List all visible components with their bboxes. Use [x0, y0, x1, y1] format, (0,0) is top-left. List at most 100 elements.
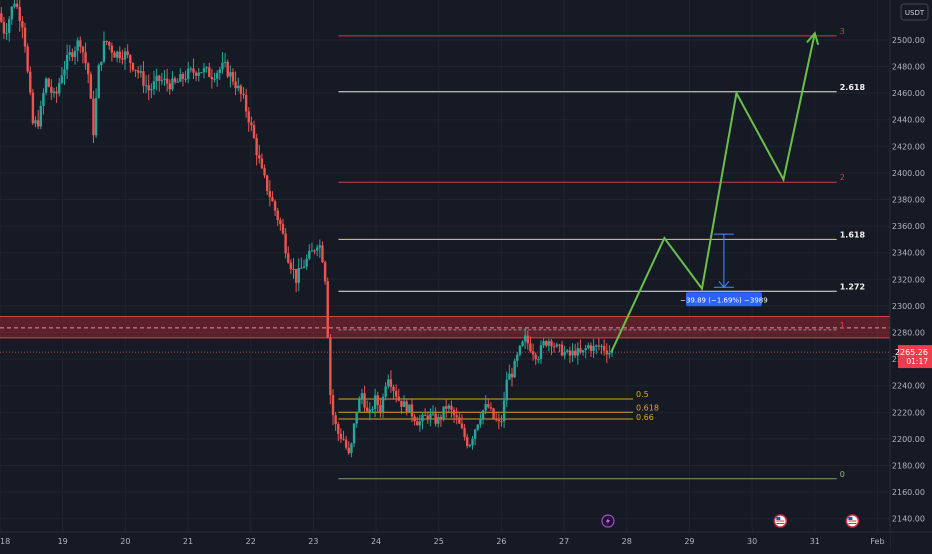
candle-body	[8, 19, 11, 33]
candle-body	[597, 345, 601, 347]
candle-body	[81, 46, 85, 53]
event-markers[interactable]	[601, 514, 860, 528]
candle-body	[102, 40, 106, 62]
price-axis[interactable]: 2140.00 2160.00 2180.00 2200.00 2220.00 2240.…	[889, 0, 932, 550]
time-tick-label: 22	[246, 537, 256, 546]
currency-label: USDT	[905, 9, 925, 17]
price-tick-label: 2200.00	[892, 435, 925, 444]
candle-body	[273, 201, 277, 211]
candle-body	[258, 155, 261, 159]
candle-body	[100, 61, 103, 66]
candle-body	[94, 98, 98, 136]
candle-body	[121, 58, 124, 60]
candle-body	[437, 416, 440, 424]
candle-body	[347, 447, 350, 454]
candle-body	[244, 95, 248, 112]
candle-body	[481, 410, 485, 419]
time-tick-label: 31	[810, 537, 820, 546]
projection-path[interactable]	[610, 31, 820, 353]
candles	[0, 0, 614, 458]
currency-button[interactable]	[900, 3, 929, 21]
candle-body	[489, 407, 493, 409]
candle-body	[573, 350, 577, 356]
candle-body	[434, 413, 437, 424]
fib-extension-label: 3	[840, 27, 845, 36]
candle-body	[176, 81, 179, 83]
candle-body	[421, 414, 424, 422]
candle-body	[36, 120, 40, 127]
candle-body	[310, 250, 314, 252]
candle-body	[455, 415, 458, 418]
candle-body	[371, 409, 374, 411]
price-tick-label: 2280.00	[892, 329, 925, 338]
candle-body	[52, 91, 56, 93]
candle-body	[537, 359, 540, 361]
candle-body	[302, 266, 306, 268]
resistance-zone	[0, 316, 890, 353]
candle-body	[73, 50, 77, 57]
candle-body	[234, 81, 237, 89]
projection-arrowhead[interactable]	[806, 31, 820, 46]
candle-body	[123, 51, 127, 60]
measure-tool[interactable]: −39.89 (−1.69%) −3989	[680, 233, 768, 307]
time-axis-bg	[0, 532, 890, 550]
candle-body	[542, 341, 545, 346]
candle-body	[2, 21, 6, 34]
candle-body	[463, 428, 466, 438]
price-tick-label: 2460.00	[892, 89, 925, 98]
candle-body	[168, 83, 171, 90]
candle-body	[213, 78, 216, 80]
candle-body	[334, 415, 337, 425]
candle-body	[268, 191, 272, 198]
price-tick-label: 2140.00	[892, 515, 925, 524]
measure-label: −39.89 (−1.69%) −3989	[680, 296, 768, 304]
time-tick-label: 20	[120, 537, 130, 546]
candle-body	[444, 406, 448, 409]
candle-body	[400, 400, 403, 407]
current-price-badge[interactable]	[898, 345, 932, 369]
candle-body	[589, 345, 593, 351]
price-tick-label: 2340.00	[892, 249, 925, 258]
candle-body	[484, 404, 487, 411]
candle-body	[208, 67, 211, 77]
price-tick-label: 2220.00	[892, 408, 925, 417]
fib-retracement-label: 0	[840, 470, 845, 479]
measure-label-box[interactable]	[685, 292, 762, 307]
candle-body	[84, 52, 87, 64]
candle-body	[584, 348, 587, 351]
candle-body	[587, 345, 590, 349]
candle-body	[115, 51, 119, 58]
candle-body	[547, 341, 551, 346]
candle-body	[276, 210, 279, 221]
time-axis[interactable]: 18 19 20 21 22 23 24 25 26 27 28 29 30 31 Feb	[0, 531, 932, 550]
candle-body	[576, 348, 580, 356]
candle-body	[316, 247, 319, 251]
candle-body	[473, 429, 477, 439]
us-flag-canton	[776, 517, 781, 520]
candle-body	[31, 92, 35, 124]
fib-retracement-label: 1	[840, 321, 845, 330]
candle-body	[342, 438, 345, 440]
candle-body	[523, 335, 527, 342]
candle-body	[381, 396, 385, 413]
candle-body	[173, 78, 177, 83]
projection-polyline[interactable]	[610, 33, 816, 353]
candle-body	[416, 421, 419, 426]
candle-body	[137, 70, 140, 73]
candle-body	[418, 421, 422, 426]
candle-body	[215, 73, 219, 79]
candle-body	[605, 350, 608, 355]
fib-retracement-label: 0.5	[636, 390, 649, 399]
candle-body	[221, 62, 224, 70]
candle-body	[529, 343, 532, 352]
candle-body	[226, 61, 229, 77]
candle-body	[568, 350, 572, 356]
candle-body	[566, 350, 569, 352]
candle-body	[194, 72, 198, 76]
candle-body	[200, 72, 203, 74]
candle-body	[300, 267, 303, 269]
candle-body	[284, 233, 287, 254]
fib-extension-label: 1.272	[840, 282, 865, 291]
